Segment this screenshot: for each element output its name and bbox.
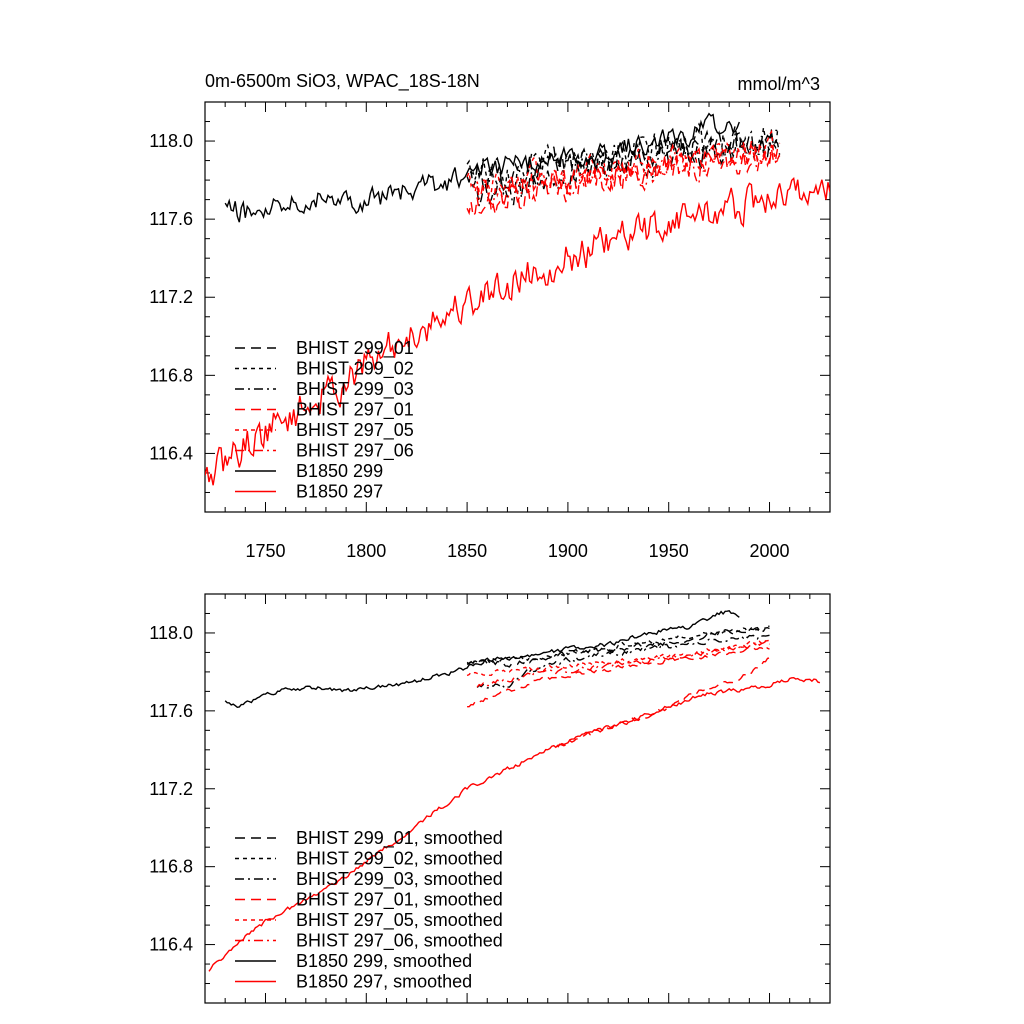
- y-tick-label: 116.4: [149, 935, 193, 955]
- series-line-bhist-297-05-smoothed: [466, 639, 770, 677]
- legend-label: B1850 297, smoothed: [296, 972, 472, 992]
- y-tick-label: 118.0: [149, 131, 193, 151]
- series-line-b1850-297: [205, 176, 830, 486]
- y-tick-label: 117.2: [149, 287, 193, 307]
- series-line-bhist-299-03-smoothed: [476, 634, 770, 690]
- legend-label: BHIST 297_01: [296, 400, 414, 421]
- top-title-units: mmol/m^3: [738, 74, 820, 94]
- top-plot-frame: [204, 101, 831, 513]
- series-line-b1850-299: [224, 112, 740, 223]
- series-line-bhist-299-03: [476, 128, 780, 207]
- legend-label: BHIST 299_03, smoothed: [296, 869, 503, 890]
- legend-label: BHIST 299_01: [296, 338, 414, 359]
- y-tick-label: 116.8: [149, 365, 193, 385]
- x-tick-label: 1900: [548, 541, 588, 561]
- series-line-bhist-297-01: [466, 142, 781, 218]
- series-line-bhist-297-06: [476, 140, 781, 209]
- x-tick-label: 1850: [447, 541, 487, 561]
- series-line-bhist-297-01-smoothed: [467, 645, 770, 708]
- x-tick-label: 1950: [649, 541, 689, 561]
- y-tick-label: 116.4: [149, 443, 193, 463]
- legend-label: BHIST 299_01, smoothed: [296, 828, 503, 849]
- bottom-plot-frame: [204, 593, 831, 1004]
- legend-label: B1850 297: [296, 482, 383, 502]
- top-tick-marks: [205, 101, 831, 513]
- series-line-b1850-297-branch-smoothed: [557, 657, 770, 748]
- bottom-tick-marks: [205, 593, 831, 1004]
- series-line-bhist-297-06-smoothed: [476, 640, 770, 688]
- legend-label: BHIST 297_05, smoothed: [296, 910, 503, 931]
- x-tick-label: 2000: [749, 541, 789, 561]
- x-tick-label: 1800: [346, 541, 386, 561]
- top-panel: 0m-6500m SiO3, WPAC_18S-18N mmol/m^3 116.4…: [149, 71, 831, 561]
- legend-label: B1850 299: [296, 461, 383, 481]
- legend-label: BHIST 297_05: [296, 420, 414, 441]
- series-line-bhist-297-05: [466, 129, 781, 197]
- series-line-b1850-299-smoothed: [224, 610, 740, 709]
- legend-label: BHIST 299_03: [296, 379, 414, 400]
- x-tick-label: 1750: [245, 541, 285, 561]
- y-tick-label: 117.6: [149, 701, 193, 721]
- y-tick-label: 116.8: [149, 857, 193, 877]
- y-tick-label: 117.2: [149, 779, 193, 799]
- legend-label: BHIST 299_02: [296, 359, 414, 380]
- series-line-bhist-299-02-smoothed: [466, 625, 770, 665]
- bottom-series-group: [208, 610, 821, 972]
- legend-label: BHIST 297_01, smoothed: [296, 890, 503, 911]
- top-series-group: [205, 112, 830, 486]
- legend-label: BHIST 299_02, smoothed: [296, 849, 503, 870]
- bottom-panel: 116.4 116.8 117.2 117.6 118.0 BHIST 299_01, s…: [149, 593, 831, 1004]
- y-tick-label: 118.0: [149, 623, 193, 643]
- series-line-b1850-297-smoothed: [208, 676, 821, 972]
- top-title-left: 0m-6500m SiO3, WPAC_18S-18N: [205, 71, 480, 92]
- legend-label: B1850 299, smoothed: [296, 951, 472, 971]
- legend-label: BHIST 297_06: [296, 441, 414, 462]
- legend-label: BHIST 297_06, smoothed: [296, 931, 503, 952]
- y-tick-label: 117.6: [149, 209, 193, 229]
